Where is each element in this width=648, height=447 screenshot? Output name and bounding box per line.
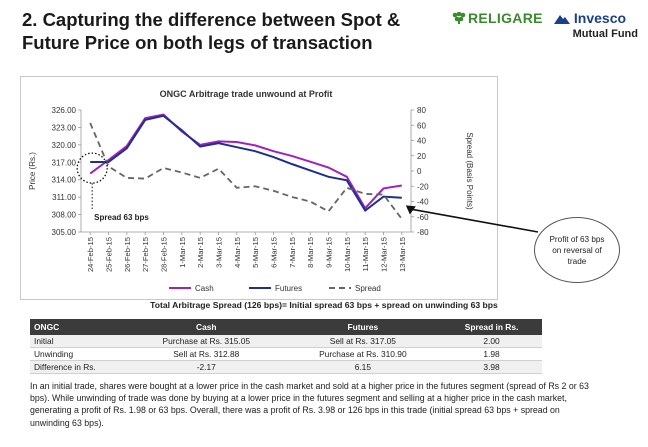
header-futures: Futures bbox=[284, 319, 442, 335]
y-tick-label: 326.00 bbox=[52, 106, 77, 115]
table-cell: Unwinding bbox=[30, 347, 128, 361]
chart-title: ONGC Arbitrage trade unwound at Profit bbox=[160, 89, 333, 99]
slide-title-line2: Future Price on both legs of transaction bbox=[22, 32, 373, 53]
y2-tick-label: 40 bbox=[417, 137, 426, 146]
table-cell: -2.17 bbox=[128, 360, 285, 374]
y-tick-label: 323.00 bbox=[52, 123, 77, 132]
legend-label-spread: Spread bbox=[355, 284, 381, 293]
spread-highlight-circle bbox=[76, 152, 108, 184]
table-row: Initial Purchase at Rs. 315.05 Sell at R… bbox=[30, 335, 542, 348]
leaf-icon bbox=[452, 12, 466, 24]
table-row: Unwinding Sell at Rs. 312.88 Purchase at… bbox=[30, 347, 542, 361]
x-tick-label: 25-Feb-15 bbox=[105, 237, 114, 272]
y2-tick-label: -20 bbox=[417, 182, 429, 191]
x-tick-label: 8-Mar-15 bbox=[306, 237, 315, 268]
arbitrage-chart: ONGC Arbitrage trade unwound at Profit 32… bbox=[28, 89, 474, 293]
slide-title: 2. Capturing the difference between Spot… bbox=[22, 8, 422, 54]
y2-tick-label: 0 bbox=[417, 167, 422, 176]
y-axis-label: Price (Rs.) bbox=[28, 152, 37, 190]
invesco-name: Invesco bbox=[573, 10, 627, 26]
y-tick-label: 305.00 bbox=[52, 228, 77, 237]
y2-tick-label: 20 bbox=[417, 152, 426, 161]
header-ongc: ONGC bbox=[30, 319, 128, 335]
table-cell: Difference in Rs. bbox=[30, 360, 128, 374]
y-tick-label: 317.00 bbox=[52, 158, 77, 167]
table-cell: 3.98 bbox=[441, 360, 542, 374]
y-tick-label: 320.00 bbox=[52, 141, 77, 150]
religare-logo: RELIGARE bbox=[452, 10, 543, 26]
profit-callout: Profit of 63 bps on reversal of trade bbox=[534, 217, 620, 283]
chart-frame: ONGC Arbitrage trade unwound at Profit 32… bbox=[20, 76, 498, 300]
x-tick-label: 11-Mar-15 bbox=[361, 237, 370, 271]
series-line-cash bbox=[89, 113, 402, 210]
x-tick-label: 12-Mar-15 bbox=[380, 237, 389, 272]
x-tick-label: 13-Mar-15 bbox=[398, 237, 407, 272]
x-tick-label: 3-Mar-15 bbox=[215, 237, 224, 268]
x-tick-label: 7-Mar-15 bbox=[288, 237, 297, 268]
y2-axis-label: Spread (Basis Points) bbox=[465, 132, 474, 210]
y-tick-label: 314.00 bbox=[52, 176, 77, 185]
x-tick-label: 1-Mar-15 bbox=[178, 237, 187, 268]
table-cell: Sell at Rs. 312.88 bbox=[128, 347, 285, 361]
company-logo: RELIGARE Invesco Mutual Fund bbox=[452, 10, 642, 46]
mountain-icon bbox=[554, 15, 570, 24]
spread-summary: Total Arbitrage Spread (126 bps)= Initia… bbox=[150, 300, 498, 310]
explanation-paragraph: In an initial trade, shares were bought … bbox=[30, 381, 589, 428]
logo-subtitle: Mutual Fund bbox=[572, 28, 638, 40]
x-tick-label: 28-Feb-15 bbox=[160, 237, 169, 272]
x-tick-label: 2-Mar-15 bbox=[196, 237, 205, 268]
table-cell: 6.15 bbox=[284, 360, 442, 374]
x-tick-label: 24-Feb-15 bbox=[86, 237, 95, 272]
religare-name: RELIGARE bbox=[468, 10, 543, 26]
x-tick-label: 9-Mar-15 bbox=[325, 237, 334, 268]
table-cell: 2.00 bbox=[441, 335, 542, 348]
series-line-spread bbox=[89, 122, 403, 220]
y2-tick-label: 80 bbox=[417, 106, 426, 115]
x-tick-label: 6-Mar-15 bbox=[270, 237, 279, 268]
legend-label-futures: Futures bbox=[275, 284, 302, 293]
slide-title-line1: 2. Capturing the difference between Spot… bbox=[22, 9, 401, 30]
callout-text: Profit of 63 bps on reversal of trade bbox=[549, 234, 605, 266]
table-cell: Initial bbox=[30, 335, 128, 348]
y-tick-label: 311.00 bbox=[52, 193, 76, 202]
x-tick-label: 26-Feb-15 bbox=[123, 237, 132, 272]
y-tick-label: 308.00 bbox=[52, 211, 77, 220]
x-tick-label: 27-Feb-15 bbox=[141, 237, 150, 272]
table-cell: Sell at Rs. 317.05 bbox=[284, 335, 442, 348]
table-row: Difference in Rs. -2.17 6.15 3.98 bbox=[30, 360, 542, 374]
y2-tick-label: -60 bbox=[417, 213, 429, 222]
series-line-futures bbox=[90, 114, 402, 212]
table-cell: Purchase at Rs. 310.90 bbox=[284, 347, 442, 361]
table-cell: Purchase at Rs. 315.05 bbox=[128, 335, 285, 348]
invesco-logo: Invesco bbox=[554, 10, 626, 26]
table-cell: 1.98 bbox=[441, 347, 542, 361]
header-spread: Spread in Rs. bbox=[441, 319, 542, 335]
y2-tick-label: -40 bbox=[417, 198, 429, 207]
x-tick-label: 4-Mar-15 bbox=[233, 237, 242, 268]
legend-label-cash: Cash bbox=[195, 284, 214, 293]
arbitrage-table: ONGC Cash Futures Spread in Rs. Initial … bbox=[30, 319, 542, 374]
table-header-row: ONGC Cash Futures Spread in Rs. bbox=[30, 319, 542, 335]
x-tick-label: 10-Mar-15 bbox=[343, 237, 352, 272]
y2-tick-label: 60 bbox=[417, 121, 426, 130]
y2-tick-label: -80 bbox=[417, 228, 429, 237]
spread-label: Spread 63 bps bbox=[94, 213, 149, 222]
header-cash: Cash bbox=[128, 319, 285, 335]
x-tick-label: 5-Mar-15 bbox=[251, 237, 260, 268]
